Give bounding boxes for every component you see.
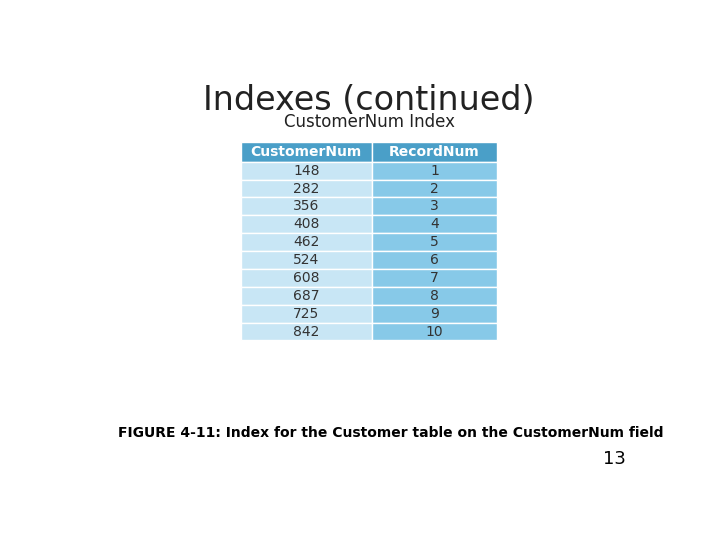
Text: RecordNum: RecordNum bbox=[390, 145, 480, 159]
Text: 687: 687 bbox=[293, 289, 320, 303]
Bar bbox=[372, 215, 498, 233]
Text: CustomerNum: CustomerNum bbox=[251, 145, 362, 159]
Text: Indexes (continued): Indexes (continued) bbox=[203, 84, 535, 117]
Bar bbox=[240, 180, 372, 198]
Bar bbox=[372, 161, 498, 180]
Text: 13: 13 bbox=[603, 450, 626, 468]
Bar bbox=[372, 180, 498, 198]
Bar bbox=[240, 322, 372, 341]
Text: 148: 148 bbox=[293, 164, 320, 178]
Bar bbox=[372, 233, 498, 251]
Text: 4: 4 bbox=[430, 217, 439, 231]
Text: 356: 356 bbox=[293, 199, 320, 213]
Text: 282: 282 bbox=[293, 181, 320, 195]
Text: FIGURE 4-11: Index for the Customer table on the CustomerNum field: FIGURE 4-11: Index for the Customer tabl… bbox=[118, 426, 663, 440]
Text: 7: 7 bbox=[430, 271, 439, 285]
Text: 524: 524 bbox=[293, 253, 320, 267]
Bar bbox=[240, 141, 372, 161]
Text: 9: 9 bbox=[430, 307, 439, 321]
Bar bbox=[372, 198, 498, 215]
Bar bbox=[372, 287, 498, 305]
Bar bbox=[240, 305, 372, 322]
Text: 2: 2 bbox=[430, 181, 439, 195]
Text: CustomerNum Index: CustomerNum Index bbox=[284, 113, 454, 131]
Text: 1: 1 bbox=[430, 164, 439, 178]
Text: 725: 725 bbox=[293, 307, 320, 321]
Text: 408: 408 bbox=[293, 217, 320, 231]
Bar bbox=[372, 251, 498, 269]
Text: 608: 608 bbox=[293, 271, 320, 285]
Text: 6: 6 bbox=[430, 253, 439, 267]
Text: 842: 842 bbox=[293, 325, 320, 339]
Text: 462: 462 bbox=[293, 235, 320, 249]
Bar bbox=[240, 198, 372, 215]
Bar bbox=[372, 269, 498, 287]
Bar bbox=[240, 215, 372, 233]
Bar bbox=[372, 141, 498, 161]
Text: 8: 8 bbox=[430, 289, 439, 303]
Bar bbox=[372, 305, 498, 322]
Text: 5: 5 bbox=[430, 235, 439, 249]
Bar bbox=[240, 233, 372, 251]
Bar bbox=[240, 287, 372, 305]
Bar bbox=[372, 322, 498, 341]
Bar bbox=[240, 269, 372, 287]
Text: 3: 3 bbox=[430, 199, 439, 213]
Bar bbox=[240, 251, 372, 269]
Bar bbox=[240, 161, 372, 180]
Text: 10: 10 bbox=[426, 325, 444, 339]
